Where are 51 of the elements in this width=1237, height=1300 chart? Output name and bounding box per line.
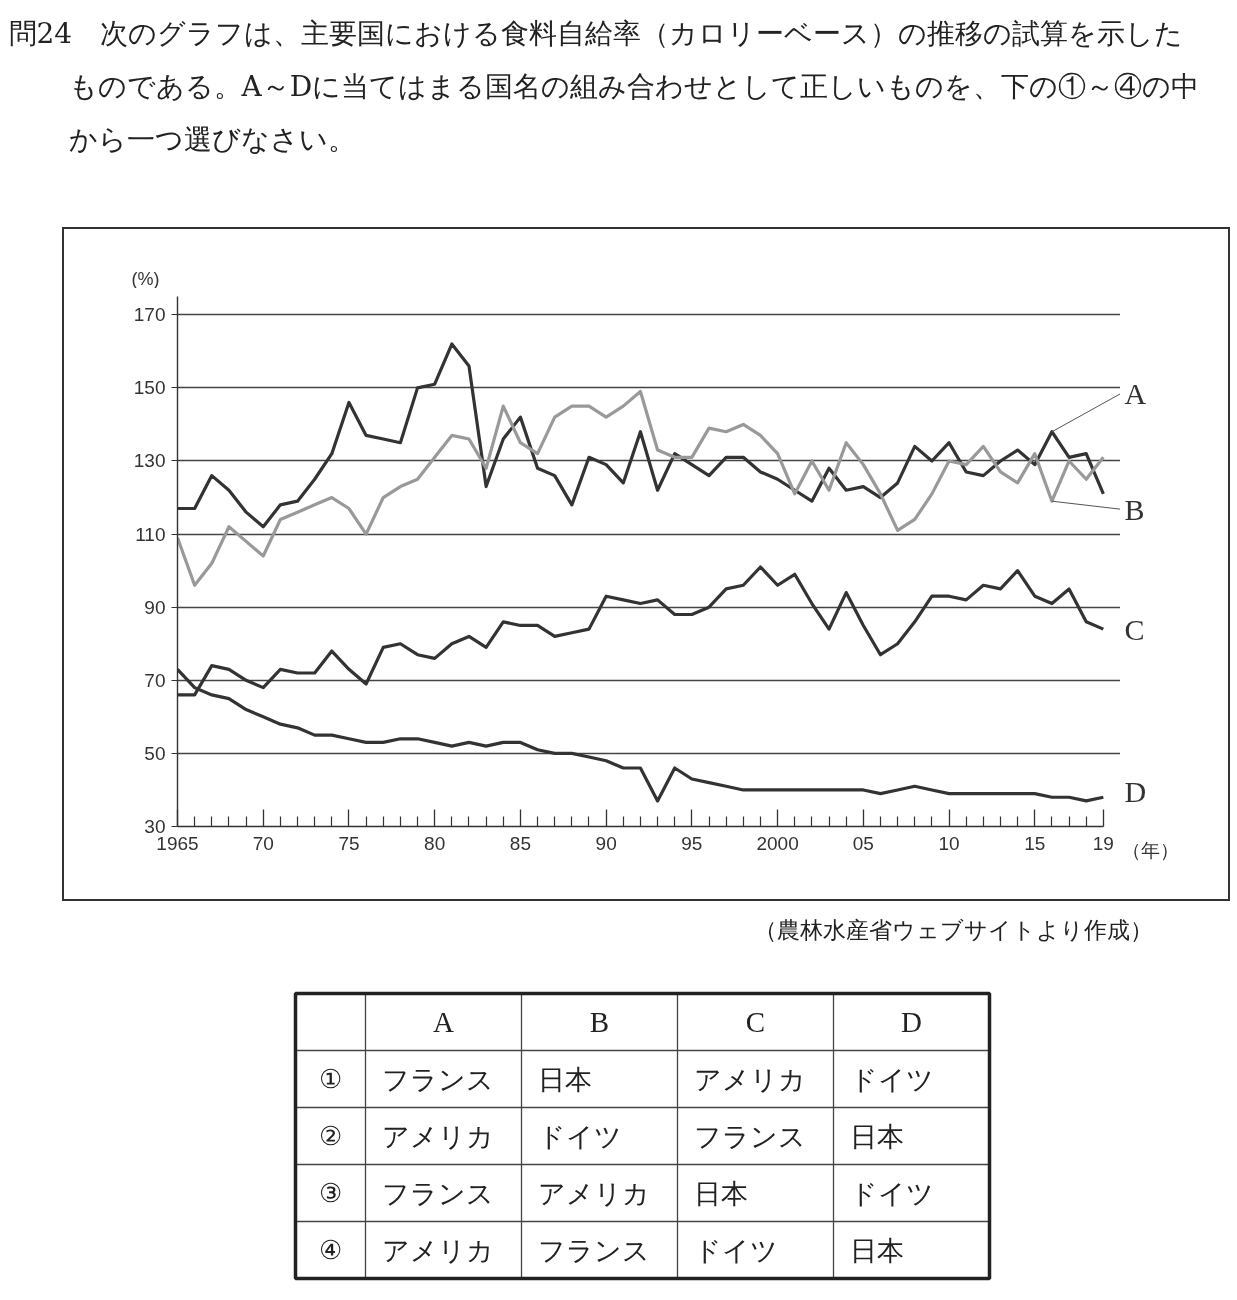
category-label: ③ (319, 1178, 342, 1208)
x-tick-label: 10 (938, 832, 960, 854)
category-label: B (589, 1006, 610, 1038)
y-tick-label: 70 (144, 669, 166, 691)
category-label: ① (319, 1064, 342, 1094)
y-axis-title: (%) (131, 268, 160, 289)
y-tick-label: 170 (133, 304, 166, 326)
text: フランス (693, 1120, 806, 1152)
x-tick-label: 70 (252, 832, 274, 854)
chart-title: 問24 次のグラフは、主要国における食料自給率（カロリーベース）の推移の試算を示したものである。A～Dに当てはまる国名の組み合わせとして正しいものを、下の①～④の中から一つ選びなさい。 (8, 17, 1200, 156)
x-tick-label: 15 (1024, 832, 1046, 854)
series-label: C (1124, 612, 1145, 646)
x-tick-label: 19 (1092, 832, 1114, 854)
category-label: D (901, 1006, 922, 1038)
category-label: C (745, 1006, 766, 1038)
x-tick-label: 75 (338, 832, 360, 854)
text: フランス (381, 1177, 494, 1209)
text: ドイツ (849, 1063, 934, 1095)
text: 日本 (849, 1234, 904, 1266)
category-label: A (433, 1006, 455, 1038)
line-series (177, 389, 1105, 587)
y-tick-label: 50 (144, 742, 166, 764)
category-label: ② (319, 1121, 342, 1151)
series-label: A (1124, 377, 1147, 411)
text: 日本 (849, 1120, 904, 1152)
category-label: ④ (319, 1235, 342, 1265)
text: アメリカ (537, 1177, 650, 1209)
text: フランス (381, 1063, 494, 1095)
text: （農林水産省ウェブサイトより作成） (753, 916, 1153, 943)
text: ドイツ (693, 1234, 778, 1266)
series-label: D (1124, 775, 1147, 808)
y-tick-label: 110 (135, 523, 166, 545)
series-label: B (1124, 492, 1145, 526)
text: アメリカ (381, 1234, 494, 1266)
x-tick-label: 95 (681, 832, 703, 854)
text: アメリカ (381, 1120, 494, 1152)
text: ドイツ (537, 1120, 622, 1152)
text: フランス (537, 1234, 650, 1266)
x-tick-label: 05 (852, 832, 874, 854)
text: 日本 (537, 1063, 592, 1095)
text: アメリカ (693, 1063, 806, 1095)
x-tick-label: 80 (424, 832, 446, 854)
text: ドイツ (849, 1177, 934, 1209)
x-tick-label: 2000 (756, 832, 799, 854)
y-tick-label: 150 (133, 377, 166, 399)
text: 日本 (693, 1177, 748, 1209)
x-tick-label: 90 (595, 832, 617, 854)
y-tick-label: 90 (144, 596, 166, 618)
y-tick-label: 130 (133, 450, 166, 472)
x-axis-title: （年） (1121, 838, 1179, 861)
x-tick-label: 85 (509, 832, 531, 854)
